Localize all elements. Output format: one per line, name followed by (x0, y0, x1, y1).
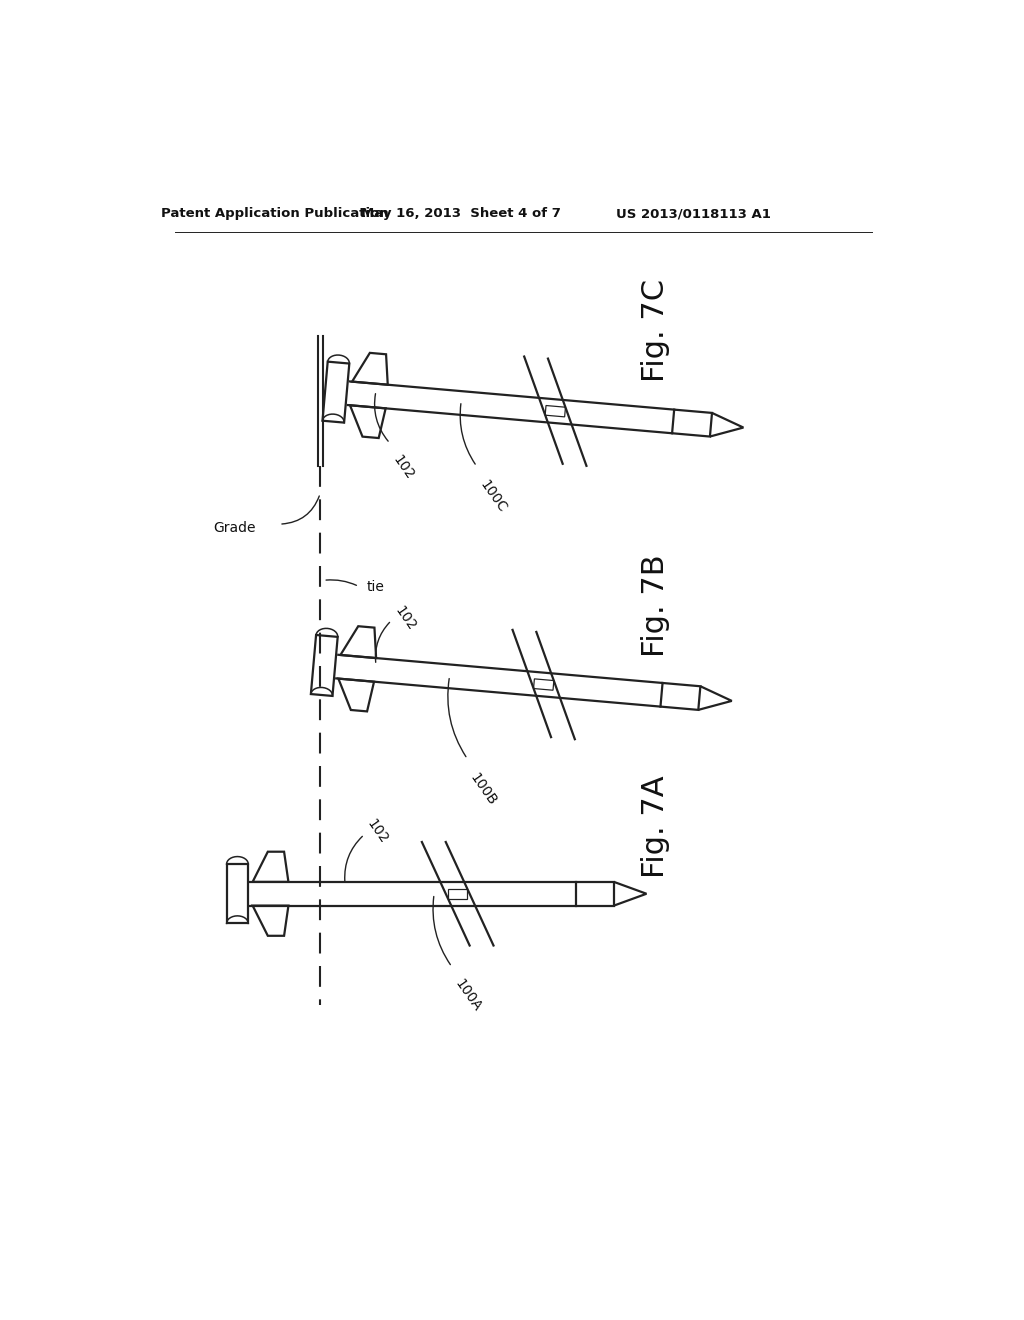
Text: tie: tie (367, 579, 385, 594)
Text: 102: 102 (365, 817, 391, 846)
Text: 102: 102 (392, 603, 419, 632)
Text: May 16, 2013  Sheet 4 of 7: May 16, 2013 Sheet 4 of 7 (361, 207, 561, 220)
Text: Fig. 7C: Fig. 7C (640, 279, 670, 381)
Text: Fig. 7A: Fig. 7A (640, 776, 670, 878)
Text: US 2013/0118113 A1: US 2013/0118113 A1 (616, 207, 771, 220)
Text: Grade: Grade (213, 521, 256, 535)
Text: 100B: 100B (467, 771, 500, 808)
Text: 102: 102 (390, 453, 416, 483)
Text: Patent Application Publication: Patent Application Publication (162, 207, 389, 220)
Text: 100C: 100C (477, 478, 509, 515)
Text: Fig. 7B: Fig. 7B (640, 554, 670, 657)
Text: 100A: 100A (452, 977, 483, 1014)
